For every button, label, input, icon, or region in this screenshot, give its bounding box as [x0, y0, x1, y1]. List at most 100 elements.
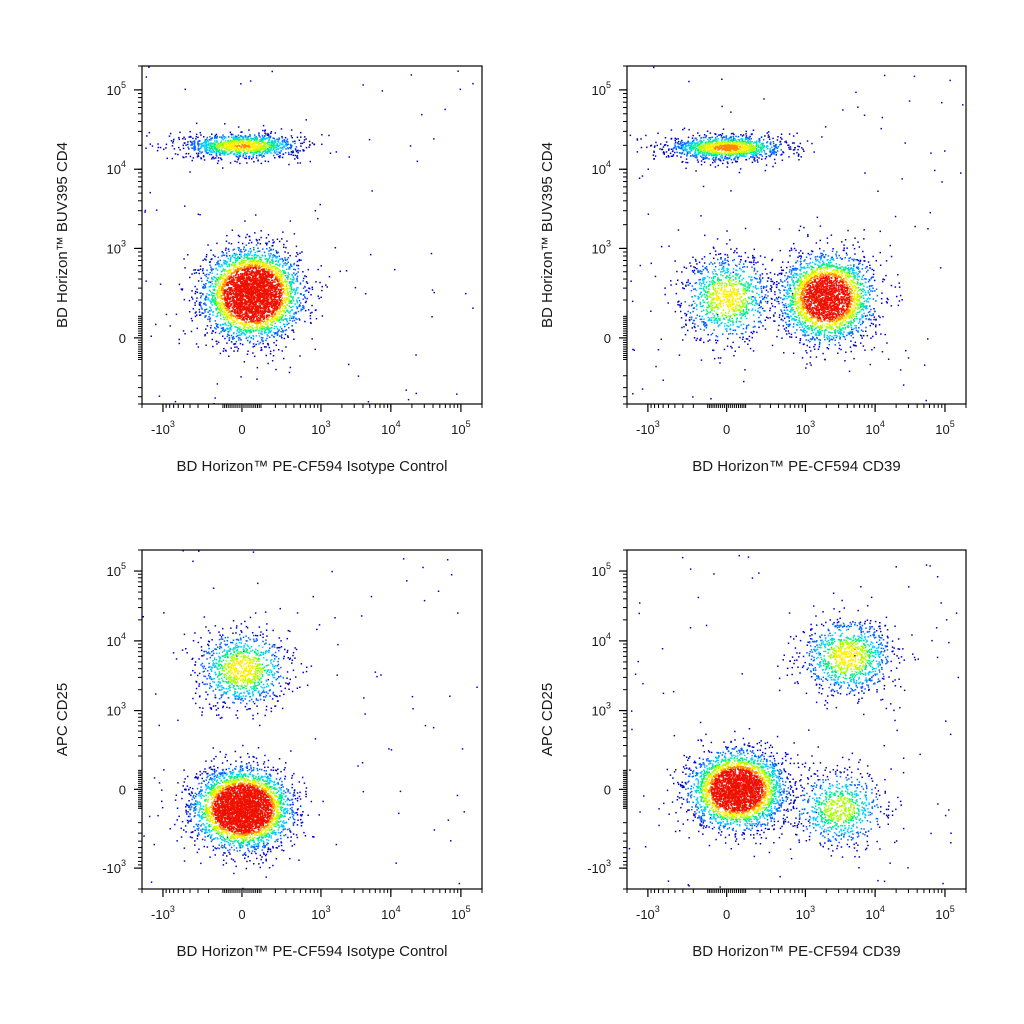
event-dot	[232, 256, 234, 258]
event-dot	[187, 147, 189, 149]
event-dot	[257, 242, 259, 244]
event-dot	[277, 280, 279, 282]
event-dot	[278, 252, 280, 254]
event-dot	[266, 296, 268, 298]
event-dot	[282, 310, 284, 312]
event-dot	[285, 144, 287, 146]
event-dot	[210, 285, 212, 287]
event-dot	[183, 258, 185, 260]
event-dot	[238, 135, 240, 137]
event-dot	[292, 141, 294, 143]
event-dot	[268, 286, 270, 288]
event-dot	[222, 305, 224, 307]
event-dot	[284, 273, 286, 275]
event-dot	[174, 148, 176, 150]
event-dot	[261, 259, 263, 261]
event-dot	[267, 363, 269, 365]
event-dot	[255, 254, 257, 256]
event-dot	[185, 89, 187, 91]
event-dot	[179, 284, 181, 286]
event-dot	[295, 274, 297, 276]
event-dot	[240, 152, 242, 154]
event-dot	[276, 299, 278, 301]
event-dot	[290, 307, 292, 309]
event-dot	[210, 250, 212, 252]
event-dot	[282, 142, 284, 144]
event-dot	[265, 275, 267, 277]
event-dot	[233, 332, 235, 334]
event-dot	[292, 298, 294, 300]
event-dot	[303, 295, 305, 297]
event-dot	[222, 282, 224, 284]
event-dot	[258, 268, 260, 270]
event-dot	[295, 148, 297, 150]
event-dot	[270, 142, 272, 144]
event-dot	[289, 317, 291, 319]
event-dot	[228, 296, 230, 298]
event-dot	[456, 393, 458, 395]
event-dot	[160, 147, 162, 149]
event-dot	[229, 339, 231, 341]
event-dot	[152, 145, 154, 147]
event-dot	[256, 335, 258, 337]
event-dot	[234, 272, 236, 274]
event-dot	[273, 336, 275, 338]
event-dot	[290, 286, 292, 288]
event-dot	[317, 269, 319, 271]
event-dot	[268, 279, 270, 281]
event-dot	[252, 156, 254, 158]
event-dot	[216, 243, 218, 245]
event-dot	[288, 285, 290, 287]
event-dot	[227, 154, 229, 156]
event-dot	[204, 144, 206, 146]
event-dot	[286, 269, 288, 271]
event-dot	[246, 337, 248, 339]
event-dot	[231, 303, 233, 305]
event-dot	[242, 156, 244, 158]
event-dot	[251, 326, 253, 328]
event-dot	[251, 337, 253, 339]
event-dot	[211, 270, 213, 272]
event-dot	[163, 149, 165, 151]
event-dot	[210, 261, 212, 263]
event-dot	[245, 237, 247, 239]
event-dot	[226, 252, 228, 254]
event-dot	[247, 304, 249, 306]
event-dot	[233, 338, 235, 340]
event-dot	[239, 269, 241, 271]
event-dot	[282, 137, 284, 139]
event-dot	[294, 303, 296, 305]
event-dot	[242, 145, 244, 147]
event-dot	[297, 280, 299, 282]
event-dot	[277, 239, 279, 241]
event-dot	[295, 290, 297, 292]
event-dot	[225, 280, 227, 282]
event-dot	[273, 350, 275, 352]
event-dot	[231, 317, 233, 319]
event-dot	[219, 294, 221, 296]
event-dot	[227, 334, 229, 336]
event-dot	[278, 305, 280, 307]
event-dot	[253, 338, 255, 340]
event-dot	[305, 138, 307, 140]
event-dot	[300, 260, 302, 262]
event-dot	[272, 255, 274, 257]
event-dot	[193, 157, 195, 159]
event-dot	[234, 279, 236, 281]
event-dot	[247, 324, 249, 326]
event-dot	[203, 136, 205, 138]
event-dot	[288, 300, 290, 302]
event-dot	[235, 277, 237, 279]
event-dot	[238, 339, 240, 341]
event-dot	[251, 331, 253, 333]
event-dot	[229, 146, 231, 148]
event-dot	[330, 153, 332, 155]
event-dot	[229, 315, 231, 317]
event-dot	[236, 320, 238, 322]
event-dot	[231, 315, 233, 317]
event-dot	[189, 171, 191, 173]
event-dot	[206, 276, 208, 278]
event-dot	[170, 325, 172, 327]
event-dot	[271, 305, 273, 307]
event-dot	[297, 297, 299, 299]
